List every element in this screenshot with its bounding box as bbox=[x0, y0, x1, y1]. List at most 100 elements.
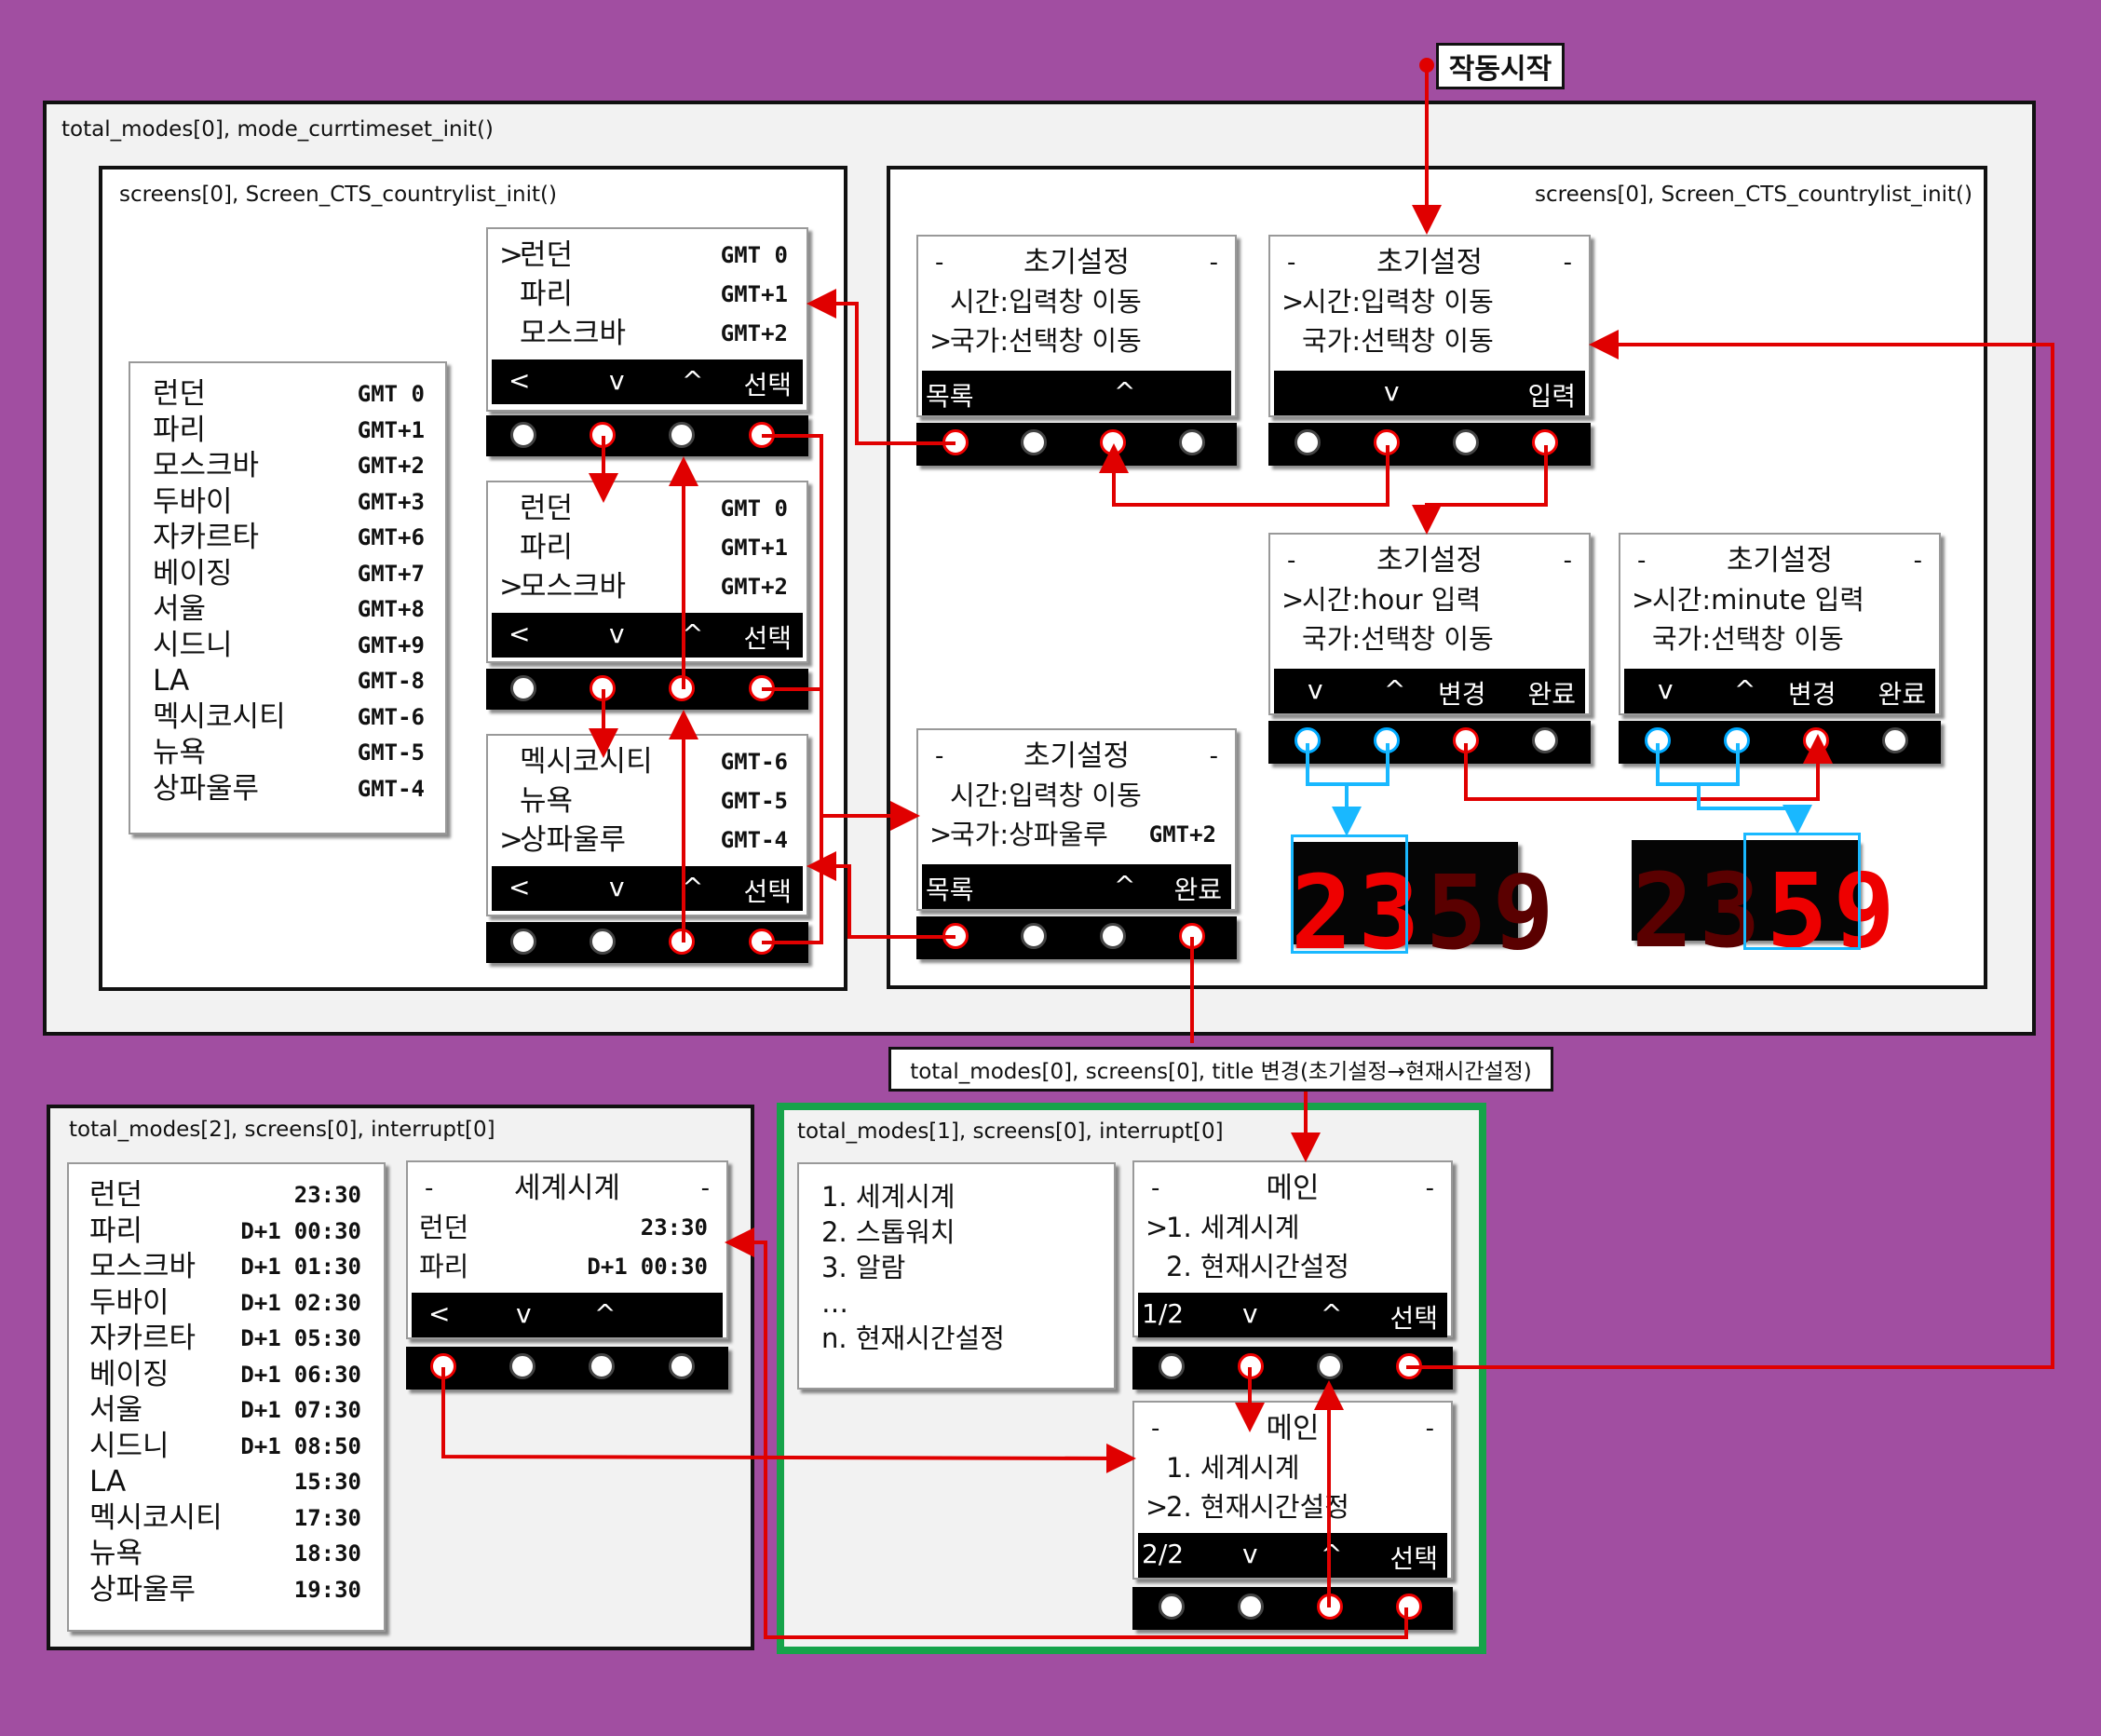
title-dash-left: - bbox=[425, 1174, 434, 1202]
country-gmt: GMT-8 bbox=[357, 668, 425, 694]
setup-screen-minute-input: - 초기설정 - >시간:minute 입력 국가:선택창 이동 v ^ 변경 완료 bbox=[1619, 533, 1941, 715]
country-gmt: GMT-5 bbox=[720, 788, 788, 814]
city-time: 07:30 bbox=[293, 1397, 361, 1423]
world-list-item: 런던 23:30 bbox=[89, 1177, 361, 1213]
soft-key-bar: v ^ 변경 완료 bbox=[1274, 669, 1585, 713]
title-text: 세계시계 bbox=[513, 1172, 621, 1205]
button-up[interactable] bbox=[1374, 727, 1400, 753]
title-dash-right: - bbox=[700, 1174, 710, 1202]
menu-row-text: 2. 현재시간설정 bbox=[1166, 1251, 1349, 1282]
country-name: 자카르타 bbox=[153, 521, 260, 554]
arrow-time-to-country bbox=[1099, 443, 1389, 507]
soft-key-bar: 1/2 v ^ 선택 bbox=[1138, 1293, 1447, 1337]
country-name: 뉴욕 bbox=[520, 784, 574, 818]
button-down[interactable] bbox=[1238, 1353, 1264, 1379]
button-1[interactable] bbox=[1159, 1594, 1185, 1620]
button-select[interactable] bbox=[1396, 1594, 1422, 1620]
country-gmt: GMT 0 bbox=[720, 242, 788, 268]
city-time: 23:30 bbox=[640, 1214, 708, 1241]
bar-label: < bbox=[428, 1298, 451, 1329]
setup-row: >국가:선택창 이동 bbox=[929, 322, 1224, 359]
country-screen-1-buttons bbox=[486, 415, 808, 456]
button-down[interactable] bbox=[590, 675, 616, 701]
city-time: 01:30 bbox=[293, 1254, 361, 1280]
city-time: 15:30 bbox=[293, 1469, 361, 1495]
button-down[interactable] bbox=[590, 929, 616, 955]
title-dash-left: - bbox=[1287, 547, 1296, 575]
world-list-item: 베이징 D+1 06:30 bbox=[89, 1357, 361, 1392]
start-label: 작동시작 bbox=[1436, 43, 1565, 89]
button-1[interactable] bbox=[1159, 1353, 1185, 1379]
country-gmt: GMT+8 bbox=[357, 596, 425, 622]
city-name: 상파울루 bbox=[89, 1572, 197, 1607]
menu-screen-2-buttons bbox=[1132, 1587, 1453, 1630]
country-gmt: GMT+1 bbox=[720, 535, 788, 561]
button-done[interactable] bbox=[1532, 727, 1558, 753]
city-time-wrap: D+1 00:30 bbox=[240, 1214, 361, 1249]
city-time-wrap: D+1 02:30 bbox=[240, 1285, 361, 1321]
bar-label: < bbox=[508, 365, 531, 396]
city-name: 두바이 bbox=[89, 1285, 169, 1320]
button-down[interactable] bbox=[509, 1353, 535, 1379]
button-done[interactable] bbox=[1882, 727, 1908, 753]
setup-row: >시간:hour 입력 bbox=[1281, 581, 1578, 618]
button-3[interactable] bbox=[1453, 429, 1479, 455]
bar-label: ^ bbox=[1321, 1298, 1343, 1329]
bar-label: v bbox=[1384, 376, 1400, 407]
menu-row: >2. 현재시간설정 bbox=[1145, 1488, 1440, 1526]
bar-label: ^ bbox=[1114, 870, 1136, 901]
cursor: > bbox=[1281, 286, 1305, 318]
arrow-done-list bbox=[807, 851, 956, 939]
button-back[interactable] bbox=[510, 675, 536, 701]
city-time: 00:30 bbox=[640, 1254, 708, 1280]
setup-row: >국가:상파울루 GMT+2 bbox=[929, 816, 1224, 853]
country-screen-3: 멕시코시티 GMT-6 뉴욕 GMT-5 >상파울루 GMT-4 < v ^ 선택 bbox=[486, 734, 808, 916]
arrow-world-back bbox=[441, 1367, 1136, 1473]
setup-screen-time-select: - 초기설정 - >시간:입력창 이동 국가:선택창 이동 v 입력 bbox=[1268, 235, 1591, 417]
right-screen-label: screens[0], Screen_CTS_countrylist_init(… bbox=[1535, 183, 1972, 207]
seven-segment-hour: 2359 bbox=[1291, 842, 1554, 972]
bar-label: 입력 bbox=[1527, 381, 1576, 412]
country-name: 모스크바 bbox=[153, 449, 260, 482]
menu-row-text: 1. 세계시계 bbox=[1166, 1452, 1300, 1484]
setup-row: 국가:선택창 이동 bbox=[1632, 620, 1928, 658]
city-time: 19:30 bbox=[293, 1576, 361, 1603]
city-time: 05:30 bbox=[293, 1325, 361, 1351]
city-time-wrap: D+1 07:30 bbox=[240, 1392, 361, 1428]
button-4[interactable] bbox=[669, 1353, 695, 1379]
button-4[interactable] bbox=[1179, 429, 1205, 455]
country-name: 뉴욕 bbox=[153, 736, 207, 769]
button-up[interactable] bbox=[1100, 923, 1126, 949]
screen-title: - 세계시계 - bbox=[419, 1170, 715, 1207]
city-name: 자카르타 bbox=[89, 1322, 197, 1355]
menu-list-item: … bbox=[821, 1287, 848, 1319]
country-name: 멕시코시티 bbox=[520, 745, 653, 779]
title-dash-left: - bbox=[935, 249, 944, 277]
menu-row-text: 2. 현재시간설정 bbox=[1166, 1491, 1349, 1523]
button-1[interactable] bbox=[1294, 429, 1321, 455]
bar-label: 선택 bbox=[743, 876, 792, 907]
bar-label: ^ bbox=[682, 618, 704, 649]
button-back[interactable] bbox=[510, 929, 536, 955]
button-back[interactable] bbox=[510, 422, 536, 448]
arrow-menu-to-setup bbox=[1406, 330, 2054, 1369]
city-name: 서울 bbox=[89, 1393, 143, 1427]
button-2[interactable] bbox=[1021, 923, 1047, 949]
world-list-item: 자카르타 D+1 05:30 bbox=[89, 1321, 361, 1356]
country-row: 런던 GMT 0 bbox=[499, 490, 795, 527]
world-row: 파리 D+1 00:30 bbox=[419, 1248, 715, 1285]
setup-row-value: GMT+2 bbox=[1148, 821, 1216, 848]
title-dash-right: - bbox=[1563, 249, 1572, 277]
title-dash-left: - bbox=[935, 742, 944, 770]
city-name: 파리 bbox=[89, 1214, 143, 1248]
button-up[interactable] bbox=[1317, 1353, 1343, 1379]
bar-label: ^ bbox=[682, 365, 704, 396]
button-down[interactable] bbox=[1238, 1594, 1264, 1620]
button-2[interactable] bbox=[1021, 429, 1047, 455]
title-dash-right: - bbox=[1913, 547, 1922, 575]
soft-key-bar: v ^ 변경 완료 bbox=[1624, 669, 1935, 713]
button-up[interactable] bbox=[669, 422, 695, 448]
title-change-label: total_modes[0], screens[0], title 변경(초기설… bbox=[888, 1047, 1553, 1092]
button-up[interactable] bbox=[589, 1353, 615, 1379]
bar-label: 변경 bbox=[1438, 679, 1486, 710]
